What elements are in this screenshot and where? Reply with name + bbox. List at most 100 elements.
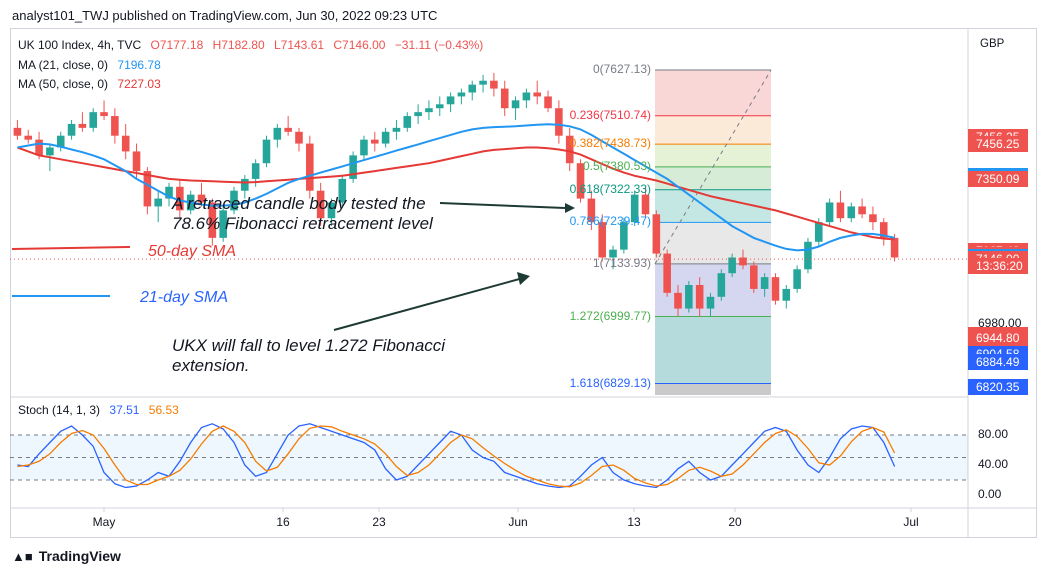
candle-body bbox=[847, 206, 856, 219]
fib-label-0.786: 0.786(7239.47) bbox=[569, 214, 651, 229]
fib-label-0.382: 0.382(7438.73) bbox=[569, 136, 651, 151]
candle-body bbox=[121, 135, 130, 152]
candle-body bbox=[825, 202, 834, 223]
tradingview-logo-icon: ▲■ bbox=[12, 549, 33, 564]
candle-body bbox=[750, 265, 758, 289]
candle-body bbox=[230, 190, 238, 211]
fib-label-0.5: 0.5(7380.53) bbox=[582, 158, 651, 173]
fib-zone-0.5 bbox=[655, 166, 771, 190]
candle-body bbox=[804, 241, 812, 270]
candle-body bbox=[576, 163, 585, 199]
candle-body bbox=[360, 139, 368, 156]
fib-zone-0 bbox=[655, 70, 771, 116]
candle-body bbox=[836, 202, 845, 219]
candle-body bbox=[306, 143, 314, 191]
candle-body bbox=[316, 190, 325, 219]
stoch-k-line bbox=[17, 423, 896, 489]
candle-body bbox=[479, 80, 487, 85]
candle-body bbox=[620, 222, 628, 250]
candle-body bbox=[435, 104, 444, 109]
close-value: C7146.00 bbox=[333, 38, 386, 52]
candle-body bbox=[349, 155, 357, 179]
annotation-retrace-line1: A retraced candle body tested the bbox=[172, 194, 426, 213]
candle-body bbox=[46, 147, 54, 156]
candle-body bbox=[641, 194, 650, 215]
candle-body bbox=[295, 131, 303, 144]
candle-body bbox=[251, 163, 260, 179]
symbol-name: UK 100 Index, 4h, TVC bbox=[18, 38, 142, 52]
candle-body bbox=[67, 123, 76, 136]
candle-body bbox=[858, 206, 866, 215]
candle-body bbox=[132, 151, 141, 172]
candle-body bbox=[587, 198, 596, 223]
candle-body bbox=[219, 210, 227, 238]
low-value: L7143.61 bbox=[273, 38, 325, 52]
candle-body bbox=[143, 171, 152, 207]
candle-body bbox=[414, 112, 422, 117]
annotation-retrace: A retraced candle body tested the 78.6% … bbox=[172, 194, 433, 234]
fib-zone-0.786 bbox=[655, 222, 771, 264]
price-tag: 13:36:20 bbox=[968, 258, 1028, 275]
candle-body bbox=[154, 198, 162, 207]
candle-body bbox=[706, 296, 715, 309]
candle-body bbox=[522, 92, 531, 101]
price-tag: 7350.09 bbox=[968, 170, 1028, 187]
ma50-legend: MA (50, close, 0) 7227.03 bbox=[18, 77, 161, 91]
ma21-line bbox=[17, 123, 895, 252]
candle-body bbox=[35, 139, 43, 156]
candle-body bbox=[793, 269, 801, 289]
annotation-arrowhead-2 bbox=[517, 272, 530, 285]
candle-body bbox=[262, 139, 271, 164]
sma50-label: 50-day SMA bbox=[148, 243, 237, 260]
fib-trend-line bbox=[654, 69, 772, 265]
currency-label: GBP bbox=[980, 38, 1005, 50]
ma50-value: 7227.03 bbox=[117, 77, 161, 91]
candle-body bbox=[630, 194, 639, 223]
annotation-arrow-2 bbox=[333, 277, 524, 331]
candle-body bbox=[555, 108, 563, 136]
date-tick: 20 bbox=[728, 515, 742, 529]
candle-body bbox=[652, 214, 661, 254]
date-tick: May bbox=[92, 515, 116, 529]
fib-zone-1.272 bbox=[655, 316, 771, 384]
candle-body bbox=[869, 214, 877, 223]
stoch-band bbox=[10, 435, 968, 480]
fib-zone-0.236 bbox=[655, 115, 771, 145]
candle-body bbox=[739, 257, 747, 266]
candle-body bbox=[771, 277, 780, 301]
candle-body bbox=[425, 108, 433, 113]
candle-body bbox=[609, 249, 617, 258]
candle-body bbox=[338, 178, 347, 203]
candle-body bbox=[695, 285, 704, 309]
chart-frame[interactable] bbox=[10, 28, 1037, 538]
candle-body bbox=[511, 100, 520, 109]
candle-body bbox=[544, 96, 552, 109]
change-value: −31.11 (−0.43%) bbox=[394, 38, 484, 52]
fib-label-0: 0(7627.13) bbox=[592, 62, 651, 77]
ma50-line bbox=[17, 146, 895, 241]
fib-label-1.272: 1.272(6999.77) bbox=[569, 308, 651, 323]
date-tick: Jul bbox=[903, 515, 919, 529]
annotation-arrowhead-1 bbox=[565, 203, 575, 213]
candle-body bbox=[717, 273, 726, 297]
price-tag: 7456.25 bbox=[968, 135, 1028, 152]
stoch-label: Stoch (14, 1, 3) bbox=[18, 403, 101, 417]
ma21-label: MA (21, close, 0) bbox=[18, 58, 109, 72]
tradingview-logo[interactable]: ▲■ TradingView bbox=[12, 548, 121, 564]
candle-body bbox=[663, 253, 671, 293]
fib-label-0.236: 0.236(7510.74) bbox=[569, 107, 651, 122]
candle-body bbox=[241, 178, 249, 191]
candle-body bbox=[685, 285, 693, 309]
candle-body bbox=[728, 257, 736, 274]
date-tick: Jun bbox=[508, 515, 528, 529]
candle-body bbox=[598, 222, 606, 258]
price-tick: 6980.00 bbox=[978, 316, 1022, 331]
stoch-tick: 0.00 bbox=[978, 487, 1002, 501]
candle-body bbox=[197, 194, 206, 203]
candle-body bbox=[100, 112, 108, 117]
candle-body bbox=[111, 116, 119, 136]
stoch-legend: Stoch (14, 1, 3) 37.51 56.53 bbox=[18, 403, 179, 417]
sma50-sample-line bbox=[11, 246, 131, 250]
candle-body bbox=[370, 139, 379, 144]
